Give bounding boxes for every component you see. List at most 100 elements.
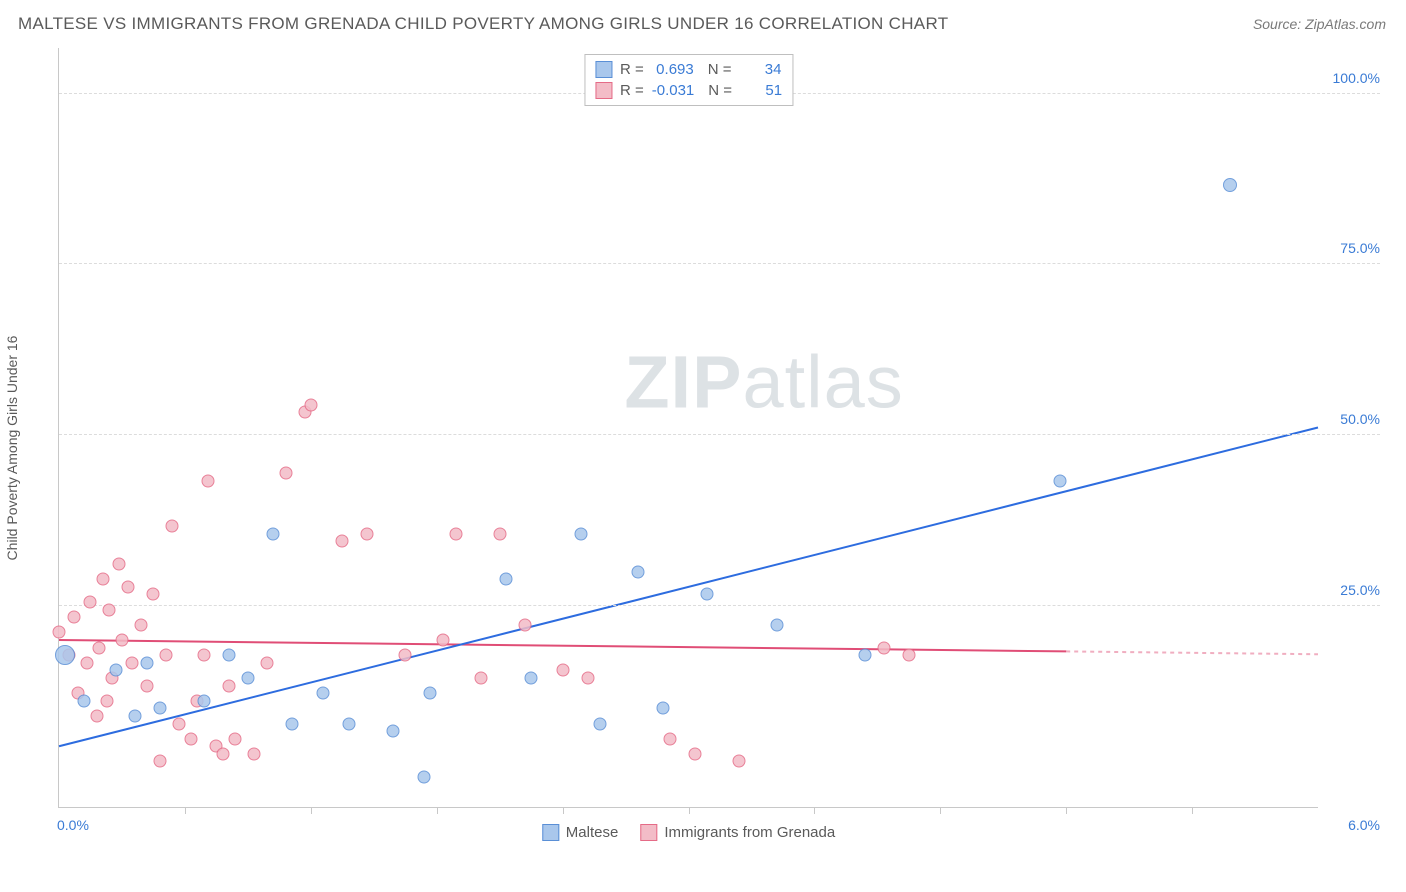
scatter-point	[185, 732, 198, 745]
x-tick	[940, 807, 941, 814]
y-axis-label: Child Poverty Among Girls Under 16	[4, 336, 20, 561]
scatter-point	[449, 527, 462, 540]
scatter-point	[688, 747, 701, 760]
scatter-point	[770, 618, 783, 631]
scatter-point	[336, 535, 349, 548]
scatter-point	[147, 588, 160, 601]
scatter-point	[241, 671, 254, 684]
scatter-point	[877, 641, 890, 654]
scatter-point	[222, 649, 235, 662]
x-tick	[563, 807, 564, 814]
scatter-point	[361, 527, 374, 540]
scatter-point	[858, 649, 871, 662]
scatter-point	[160, 649, 173, 662]
chart-title: MALTESE VS IMMIGRANTS FROM GRENADA CHILD…	[18, 14, 948, 34]
scatter-point	[663, 732, 676, 745]
trend-lines	[59, 48, 1318, 807]
y-tick-label: 100.0%	[1333, 70, 1380, 86]
scatter-point	[732, 755, 745, 768]
scatter-point	[115, 634, 128, 647]
scatter-point	[134, 618, 147, 631]
scatter-point	[1223, 178, 1237, 192]
chart-header: MALTESE VS IMMIGRANTS FROM GRENADA CHILD…	[0, 0, 1406, 42]
scatter-point	[141, 656, 154, 669]
scatter-point	[342, 717, 355, 730]
scatter-point	[399, 649, 412, 662]
scatter-point	[109, 664, 122, 677]
scatter-point	[216, 747, 229, 760]
x-tick	[1192, 807, 1193, 814]
scatter-point	[493, 527, 506, 540]
scatter-point	[78, 694, 91, 707]
scatter-point	[97, 573, 110, 586]
scatter-point	[632, 565, 645, 578]
scatter-point	[172, 717, 185, 730]
scatter-point	[474, 671, 487, 684]
n-value-grenada: 51	[740, 82, 782, 99]
grid-line	[59, 605, 1380, 606]
scatter-point	[53, 626, 66, 639]
scatter-point	[556, 664, 569, 677]
grid-line	[59, 434, 1380, 435]
scatter-point	[153, 702, 166, 715]
scatter-point	[201, 474, 214, 487]
legend-row-maltese: R = 0.693 N = 34	[595, 59, 782, 80]
plot-area: ZIPatlas R = 0.693 N = 34 R = -0.031 N =…	[58, 48, 1318, 808]
swatch-grenada	[595, 82, 612, 99]
scatter-point	[55, 645, 75, 665]
scatter-point	[90, 709, 103, 722]
scatter-point	[418, 770, 431, 783]
scatter-point	[701, 588, 714, 601]
scatter-point	[197, 694, 210, 707]
scatter-point	[285, 717, 298, 730]
scatter-point	[386, 725, 399, 738]
x-tick	[689, 807, 690, 814]
swatch-maltese-icon	[542, 824, 559, 841]
scatter-point	[141, 679, 154, 692]
scatter-point	[581, 671, 594, 684]
x-tick	[814, 807, 815, 814]
scatter-point	[248, 747, 261, 760]
scatter-point	[525, 671, 538, 684]
x-tick	[311, 807, 312, 814]
scatter-point	[594, 717, 607, 730]
chart-container: Child Poverty Among Girls Under 16 ZIPat…	[52, 48, 1388, 848]
scatter-point	[229, 732, 242, 745]
correlation-legend: R = 0.693 N = 34 R = -0.031 N = 51	[584, 54, 793, 106]
legend-item-grenada: Immigrants from Grenada	[640, 824, 835, 841]
scatter-point	[80, 656, 93, 669]
scatter-point	[902, 649, 915, 662]
x-min-label: 0.0%	[57, 817, 89, 833]
n-value-maltese: 34	[739, 61, 781, 78]
scatter-point	[153, 755, 166, 768]
scatter-point	[100, 694, 113, 707]
scatter-point	[93, 641, 106, 654]
y-tick-label: 75.0%	[1340, 240, 1380, 256]
scatter-point	[436, 634, 449, 647]
scatter-point	[68, 611, 81, 624]
series-legend: Maltese Immigrants from Grenada	[542, 824, 835, 841]
scatter-point	[84, 596, 97, 609]
chart-source: Source: ZipAtlas.com	[1253, 16, 1386, 32]
x-max-label: 6.0%	[1348, 817, 1380, 833]
y-tick-label: 25.0%	[1340, 582, 1380, 598]
scatter-point	[126, 656, 139, 669]
y-tick-label: 50.0%	[1340, 411, 1380, 427]
x-tick	[1066, 807, 1067, 814]
scatter-point	[304, 398, 317, 411]
scatter-point	[657, 702, 670, 715]
scatter-point	[1053, 474, 1066, 487]
scatter-point	[222, 679, 235, 692]
scatter-point	[103, 603, 116, 616]
scatter-point	[197, 649, 210, 662]
scatter-point	[128, 709, 141, 722]
scatter-point	[317, 687, 330, 700]
scatter-point	[518, 618, 531, 631]
x-tick	[437, 807, 438, 814]
swatch-maltese	[595, 61, 612, 78]
scatter-point	[575, 527, 588, 540]
scatter-point	[279, 467, 292, 480]
x-tick	[185, 807, 186, 814]
scatter-point	[113, 558, 126, 571]
scatter-point	[166, 520, 179, 533]
